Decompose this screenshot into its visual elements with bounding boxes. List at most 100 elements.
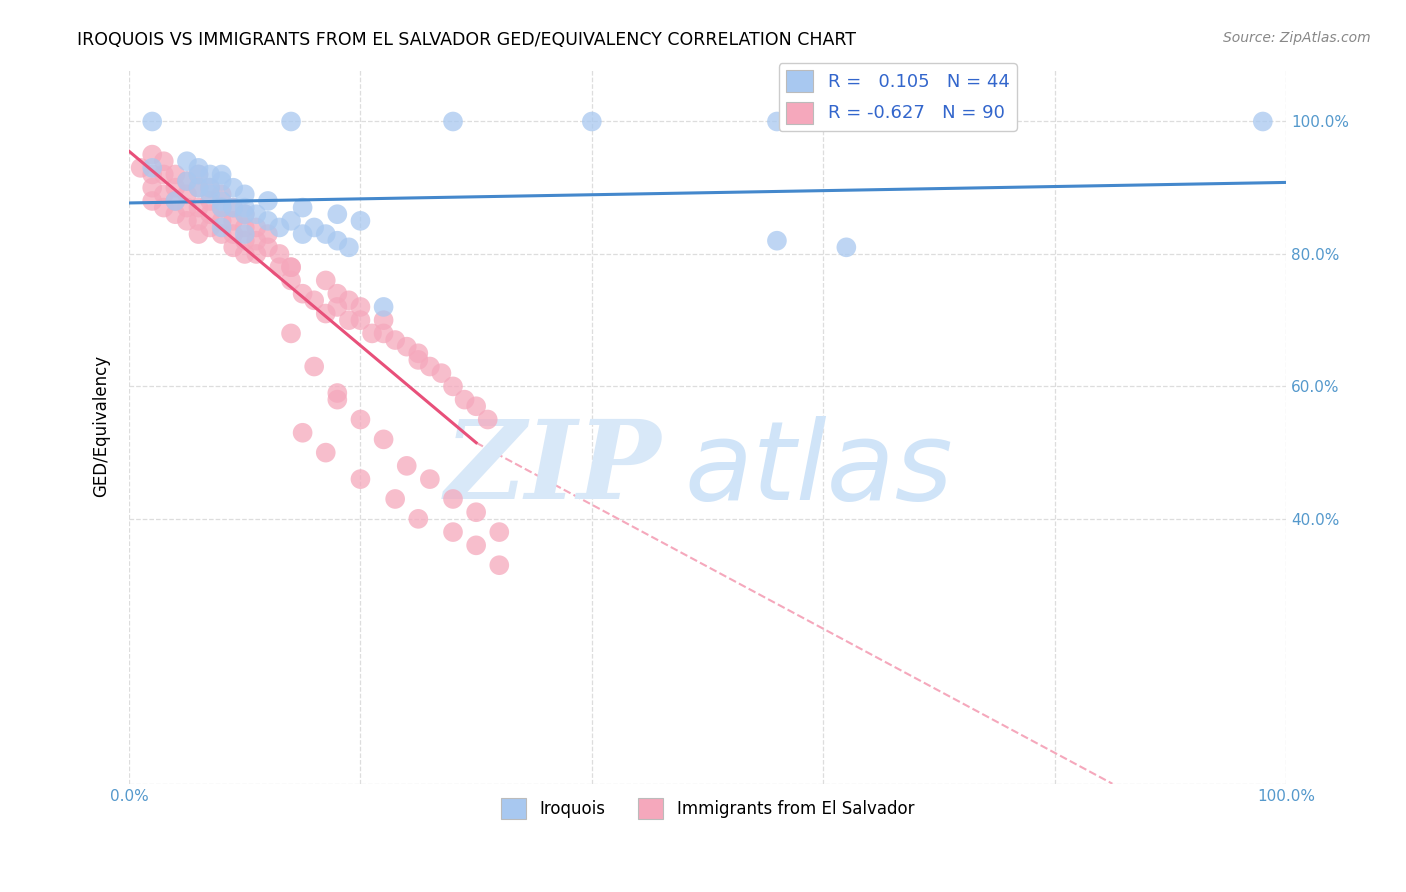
Point [187,201,209,215]
Point [233,207,256,221]
Point [291,227,314,241]
Point [233,247,256,261]
Point [257,194,280,208]
Text: ZIP: ZIP [444,416,661,523]
Point [152,154,174,169]
Point [198,168,221,182]
Point [176,214,198,228]
Point [233,220,256,235]
Point [315,445,337,459]
Point [349,412,371,426]
Point [211,187,233,202]
Point [187,168,209,182]
Point [326,234,349,248]
Point [233,227,256,241]
Point [141,168,163,182]
Point [269,247,291,261]
Point [349,214,371,228]
Point [419,472,441,486]
Point [581,114,603,128]
Point [326,286,349,301]
Point [176,201,198,215]
Point [141,180,163,194]
Point [165,207,187,221]
Point [129,161,152,175]
Point [326,392,349,407]
Text: Source: ZipAtlas.com: Source: ZipAtlas.com [1223,31,1371,45]
Point [315,227,337,241]
Point [257,240,280,254]
Point [315,273,337,287]
Point [233,187,256,202]
Point [222,180,245,194]
Point [233,207,256,221]
Point [198,194,221,208]
Point [211,201,233,215]
Point [766,234,789,248]
Point [141,114,163,128]
Point [349,313,371,327]
Point [280,214,302,228]
Point [211,220,233,235]
Point [384,333,406,347]
Point [441,114,464,128]
Point [187,214,209,228]
Point [245,220,267,235]
Point [165,194,187,208]
Point [187,180,209,194]
Point [928,114,950,128]
Point [302,359,325,374]
Point [465,399,488,413]
Point [165,168,187,182]
Point [222,201,245,215]
Point [315,307,337,321]
Point [280,260,302,275]
Point [222,214,245,228]
Point [245,247,267,261]
Point [395,458,418,473]
Point [373,433,395,447]
Point [373,300,395,314]
Point [211,201,233,215]
Point [835,240,858,254]
Legend: Iroquois, Immigrants from El Salvador: Iroquois, Immigrants from El Salvador [494,792,921,825]
Point [408,346,430,360]
Point [384,491,406,506]
Point [245,234,267,248]
Point [291,425,314,440]
Point [441,379,464,393]
Point [198,180,221,194]
Point [430,366,453,380]
Point [337,313,360,327]
Point [187,168,209,182]
Point [165,194,187,208]
Point [361,326,384,341]
Point [349,472,371,486]
Point [176,187,198,202]
Point [211,214,233,228]
Point [152,201,174,215]
Point [211,168,233,182]
Point [291,201,314,215]
Point [211,174,233,188]
Point [373,326,395,341]
Point [291,286,314,301]
Point [337,293,360,308]
Point [441,491,464,506]
Point [222,227,245,241]
Point [326,386,349,401]
Point [280,114,302,128]
Point [395,340,418,354]
Point [349,300,371,314]
Point [337,240,360,254]
Point [187,161,209,175]
Point [245,207,267,221]
Point [453,392,475,407]
Point [176,174,198,188]
Point [326,207,349,221]
Point [1251,114,1274,128]
Point [373,313,395,327]
Point [198,180,221,194]
Point [211,227,233,241]
Point [222,201,245,215]
